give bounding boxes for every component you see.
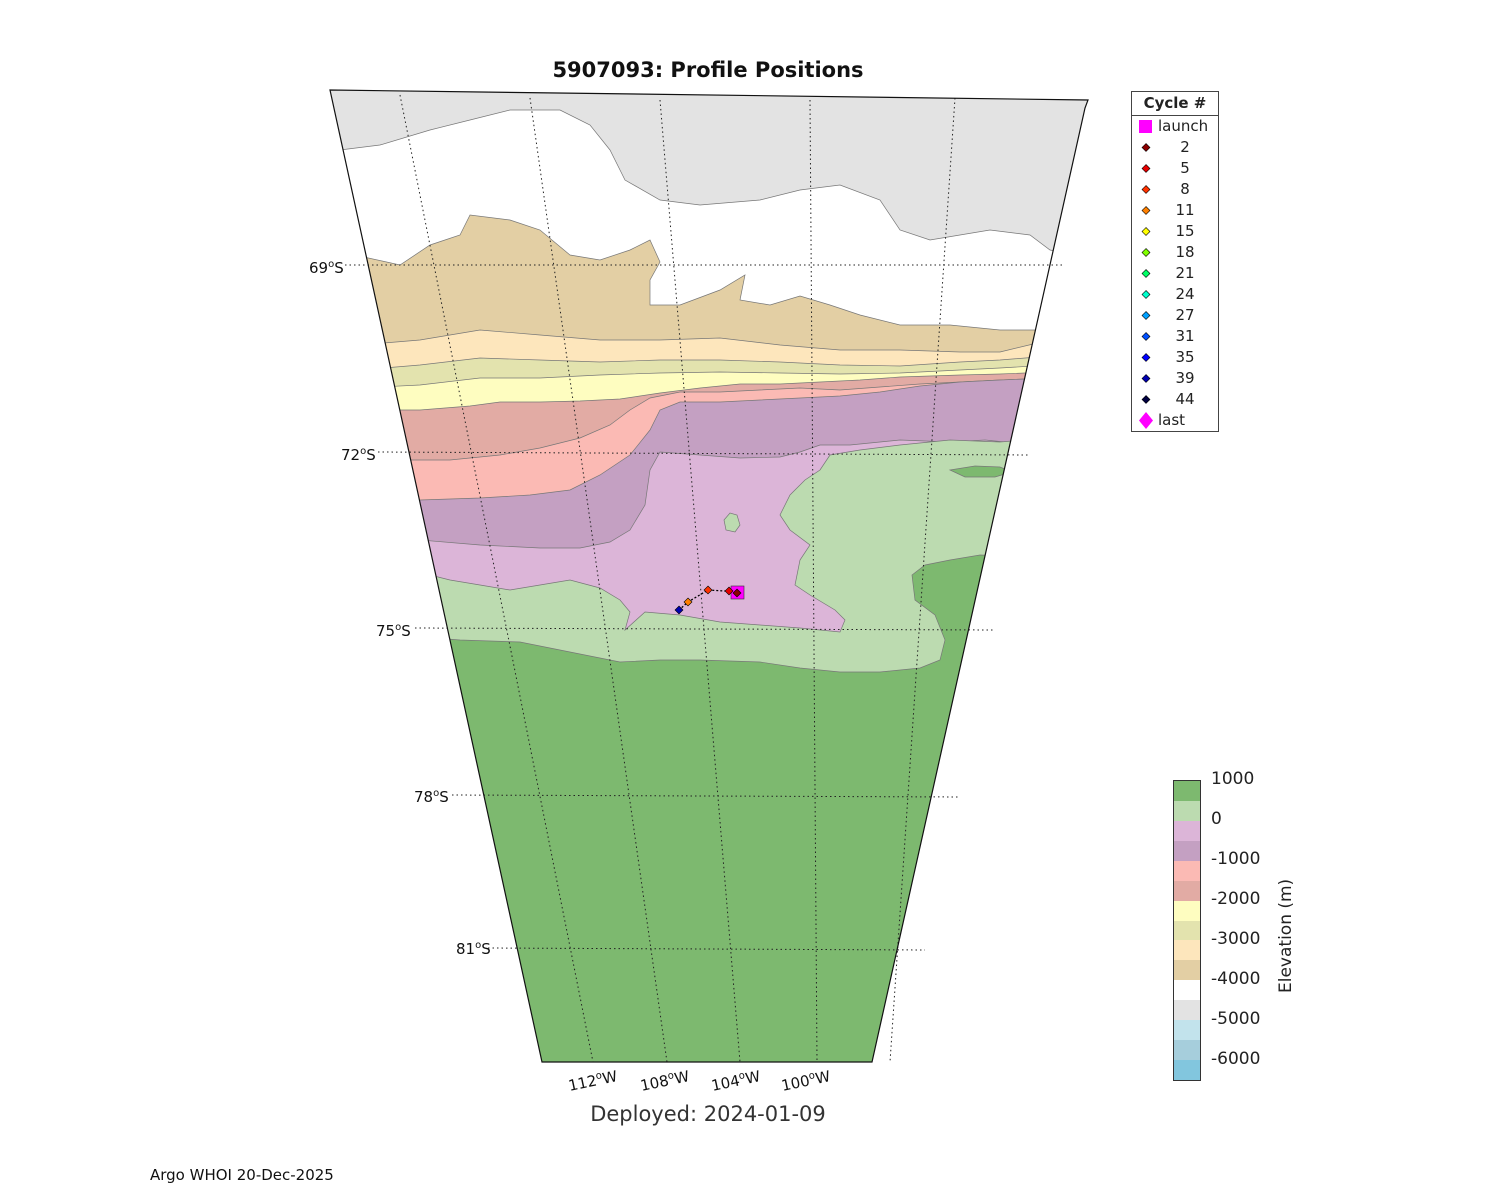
profile-marker [674,605,684,615]
colorbar-tick-label: 0 [1211,809,1222,829]
legend-marker [1141,395,1151,404]
colorbar-segment [1174,880,1200,902]
colorbar-tick-label: -6000 [1211,1049,1261,1069]
legend-marker [1141,143,1151,152]
legend-marker [1141,332,1151,341]
legend-title: Cycle # [1132,92,1218,116]
legend-item: 18 [1132,242,1218,263]
legend-marker [1141,227,1151,236]
legend-label: 21 [1175,264,1195,282]
legend-label: launch [1158,117,1209,135]
lat-label: 75oS [376,622,411,640]
colorbar-segment [1174,800,1200,822]
map-frame [329,89,1089,1063]
float-trajectory [674,585,745,615]
colorbar-segment [1174,781,1200,802]
colorbar-tick-label: -2000 [1211,889,1261,909]
lat-label: 81oS [456,940,491,958]
profile-marker [724,586,734,596]
legend-marker [1141,185,1151,194]
cycle-legend: Cycle # launch 2 5 8 11 15 18 21 24 27 31 35 39 44 las… [1131,91,1219,432]
elevation-colorbar [1173,780,1201,1081]
colorbar-segment [1174,960,1200,981]
legend-marker [1141,290,1151,299]
legend-marker [1141,269,1151,278]
legend-item: 5 [1132,158,1218,179]
colorbar-segment [1174,940,1200,961]
legend-marker [1141,374,1151,383]
colorbar-segment [1174,1060,1200,1080]
legend-item: 31 [1132,326,1218,347]
legend-label: 2 [1180,138,1190,156]
lat-label: 72oS [341,446,376,464]
colorbar-tick-label: -1000 [1211,849,1261,869]
legend-label: 39 [1175,369,1195,387]
legend-item: 8 [1132,179,1218,200]
legend-label: 27 [1175,306,1195,324]
legend-marker [1141,248,1151,257]
legend-label: 31 [1175,327,1195,345]
colorbar-segment [1174,900,1200,922]
legend-item: 39 [1132,368,1218,389]
figure-title: 5907093: Profile Positions [552,58,864,82]
colorbar-tick-label: -5000 [1211,1009,1261,1029]
land-patch-left [409,584,437,609]
legend-marker [1141,164,1151,173]
colorbar-tick-label: -3000 [1211,929,1261,949]
legend-item: 15 [1132,221,1218,242]
profile-marker [703,585,713,595]
legend-item: 24 [1132,284,1218,305]
legend-label: 44 [1175,390,1195,408]
legend-item: 11 [1132,200,1218,221]
legend-marker [1141,353,1151,362]
colorbar-segment [1174,860,1200,882]
legend-marker [1141,311,1151,320]
colorbar-segment [1174,1020,1200,1041]
legend-label: 5 [1180,159,1190,177]
legend-marker [1141,206,1151,215]
colorbar-segment [1174,820,1200,842]
colorbar-segment [1174,920,1200,941]
legend-item: 2 [1132,137,1218,158]
profile-marker [732,588,742,598]
legend-item: last [1132,410,1218,431]
legend-label: 24 [1175,285,1195,303]
profile-marker [683,597,693,607]
colorbar-label: Elevation (m) [1276,878,1296,993]
legend-label: last [1158,411,1186,429]
legend-label: 15 [1175,222,1195,240]
lat-label: 78oS [414,788,449,806]
legend-item: 27 [1132,305,1218,326]
legend-label: 11 [1175,201,1195,219]
legend-item: launch [1132,116,1218,137]
lat-label: 69oS [309,259,344,277]
footer-credit: Argo WHOI 20-Dec-2025 [150,1166,334,1184]
legend-label: 8 [1180,180,1190,198]
colorbar-segment [1174,1000,1200,1021]
colorbar-segment [1174,980,1200,1001]
legend-item: 44 [1132,389,1218,410]
legend-marker [1139,412,1153,429]
colorbar-segment [1174,840,1200,862]
legend-item: 21 [1132,263,1218,284]
colorbar-segment [1174,1040,1200,1061]
shelf-island [723,512,741,533]
legend-item: 35 [1132,347,1218,368]
legend-marker [1139,120,1152,133]
colorbar-tick-label: -4000 [1211,969,1261,989]
graticule [345,94,1062,1063]
deployed-date: Deployed: 2024-01-09 [590,1102,826,1126]
colorbar-tick-label: 1000 [1211,769,1255,789]
legend-label: 35 [1175,348,1195,366]
legend-label: 18 [1175,243,1195,261]
